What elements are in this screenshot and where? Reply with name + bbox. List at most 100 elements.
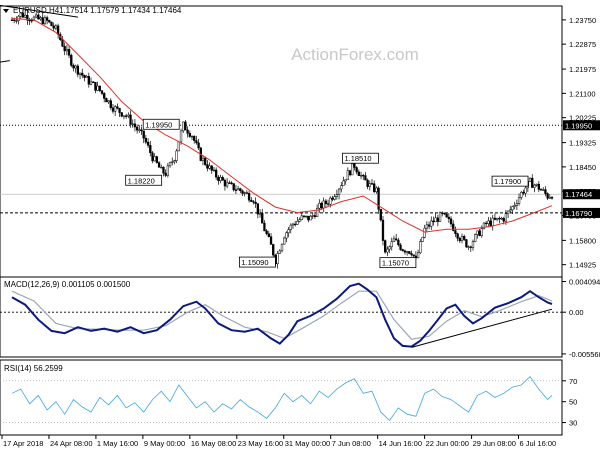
candle-body <box>375 187 378 193</box>
candle-body <box>410 253 413 256</box>
candle-body <box>397 239 400 246</box>
candle-body <box>344 179 347 182</box>
candle-body <box>425 224 429 229</box>
candle-body <box>522 191 525 194</box>
candle-body <box>21 12 25 18</box>
candle-body <box>309 216 312 221</box>
candle-body <box>85 75 88 78</box>
candle-body <box>258 213 262 215</box>
candle-body <box>256 203 260 215</box>
candle-body <box>506 210 510 214</box>
candle-body <box>476 230 479 235</box>
candle-body <box>373 183 376 193</box>
candle-body <box>120 112 123 117</box>
candle-body <box>103 93 106 99</box>
candle-body <box>89 81 93 85</box>
candle-body <box>94 82 97 91</box>
candle-body <box>504 213 508 222</box>
candle-body <box>346 170 350 180</box>
candle-body <box>394 238 398 241</box>
price-trendline <box>0 4 78 18</box>
candle-body <box>434 217 437 223</box>
candle-body <box>206 164 209 169</box>
ohlc-values: 1.17514 1.17579 1.17434 1.17464 <box>59 6 182 15</box>
candle-body <box>340 185 343 190</box>
annotation-box <box>342 152 379 164</box>
candle-body <box>239 188 242 192</box>
candle-body <box>45 17 49 21</box>
rsi-panel-frame <box>0 359 563 436</box>
candle-body <box>362 175 365 177</box>
candle-body <box>460 236 464 242</box>
candle-body <box>166 165 170 176</box>
candle-body <box>390 241 393 248</box>
collapse-arrow-icon[interactable] <box>3 9 9 13</box>
time-axis-label: 31 May 00:00 <box>285 439 330 448</box>
candle-body <box>427 224 431 227</box>
candle-body <box>500 218 503 220</box>
annotation-box <box>125 174 163 186</box>
candle-body <box>135 126 139 131</box>
candle-body <box>105 98 108 103</box>
candle-body <box>276 253 279 265</box>
candle-body <box>379 208 382 221</box>
candle-body <box>438 212 442 222</box>
time-axis-label: 6 Jul 16:00 <box>520 439 557 448</box>
annotation-box <box>491 175 529 187</box>
time-axis-label: 7 Jun 08:00 <box>332 439 371 448</box>
annotation-box <box>239 256 276 268</box>
candle-body <box>74 65 77 69</box>
candle-body <box>210 165 213 171</box>
rsi-series <box>0 375 562 423</box>
candle-body <box>201 157 205 161</box>
candle-body <box>217 176 220 181</box>
rsi-axis-label: 30 <box>569 419 577 428</box>
candle-body <box>337 188 341 195</box>
candle-body <box>204 157 207 165</box>
candle-body <box>357 171 360 176</box>
candle-body <box>155 156 159 163</box>
candle-body <box>118 107 121 113</box>
candle-body <box>188 132 191 137</box>
candle-body <box>234 189 238 191</box>
candle-body <box>243 192 246 194</box>
candle-body <box>186 129 189 134</box>
candle-body <box>324 200 328 204</box>
candle-body <box>513 205 516 207</box>
candle-body <box>520 191 523 198</box>
candle-body <box>109 100 112 108</box>
candle-body <box>13 19 16 21</box>
candle-body <box>92 81 95 83</box>
candle-body <box>56 25 60 35</box>
candle-body <box>302 215 306 217</box>
candle-body <box>480 228 483 236</box>
candle-body <box>87 75 90 85</box>
candle-body <box>131 123 134 125</box>
candle-body <box>162 166 165 174</box>
candle-body <box>304 215 308 218</box>
price-axis-label: 1.19325 <box>569 139 596 148</box>
candle-body <box>212 169 216 172</box>
candle-body <box>76 65 80 75</box>
candle-body <box>291 223 295 226</box>
candle-body <box>261 213 264 224</box>
candle-body <box>190 136 194 138</box>
price-axis-label: 1.21100 <box>569 89 596 98</box>
candle-body <box>250 199 253 202</box>
candle-body <box>138 129 141 131</box>
candle-body <box>542 189 545 191</box>
candle-body <box>177 141 180 152</box>
candle-body <box>287 229 290 234</box>
candle-body <box>15 20 18 22</box>
candle-body <box>254 201 257 204</box>
candle-body <box>96 85 99 91</box>
candle-body <box>168 162 172 167</box>
candle-body <box>489 220 492 226</box>
candle-body <box>34 14 38 18</box>
watermark: ActionForex.com <box>291 45 419 64</box>
candle-body <box>377 187 380 210</box>
annotation-label: 1.15090 <box>241 258 268 267</box>
candle-body <box>267 233 270 237</box>
candle-body <box>164 172 167 176</box>
